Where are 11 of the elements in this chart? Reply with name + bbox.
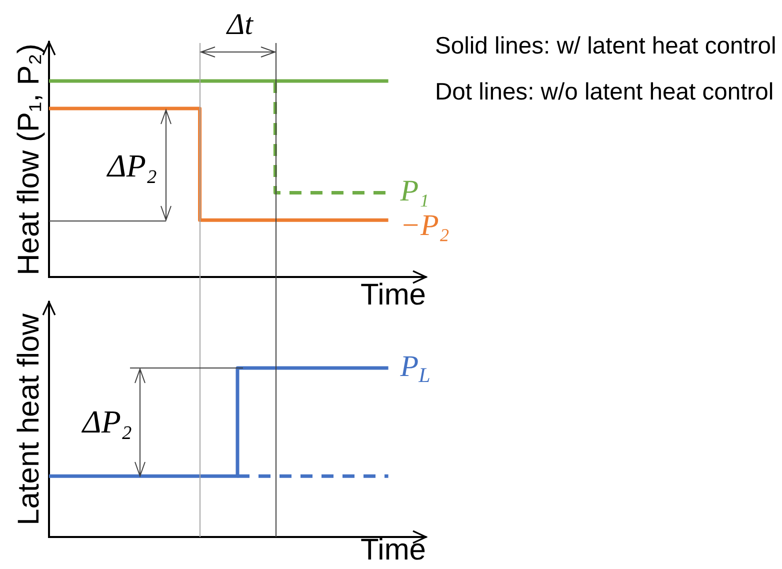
- x-axis-title: Time: [360, 533, 426, 566]
- y-axis-title: Latent heat flow: [12, 313, 46, 526]
- x-axis-title: Time: [360, 278, 426, 312]
- series-label: −P₂: [400, 209, 450, 242]
- series-label: P₁: [399, 174, 430, 208]
- text: Δt: [226, 8, 254, 41]
- text: Dot lines: w/o latent heat control: [435, 78, 774, 106]
- y-axis-title: Heat flow (P₁, P₂): [12, 44, 46, 276]
- annotation: ΔP₂: [80, 403, 132, 440]
- text: Solid lines: w/ latent heat control: [435, 32, 776, 60]
- annotation: ΔP₂: [106, 147, 157, 184]
